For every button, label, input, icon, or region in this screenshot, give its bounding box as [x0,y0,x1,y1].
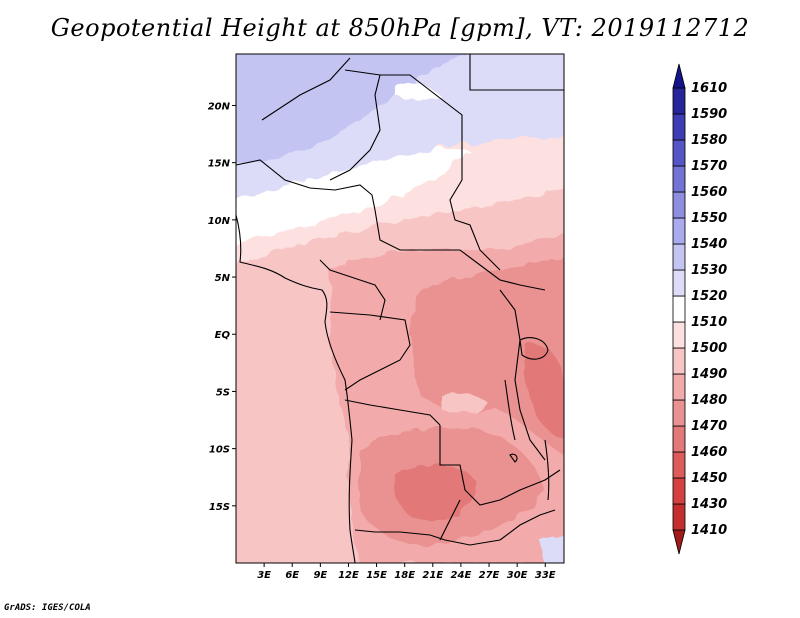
lon-tick-label: 12E [338,570,359,581]
field-1510-patch-a [395,83,440,101]
border-angola-zambia [439,425,561,506]
lake-mweru [509,453,518,463]
colorbar-bin [672,295,686,323]
field-1520-se-corner [540,536,564,563]
colorbar-label: 1430 [691,497,727,512]
lon-tick-label: 15E [366,570,387,581]
lat-tick-label: 15S [209,502,230,513]
border-south-east [499,509,556,541]
colorbar-label: 1480 [691,393,727,408]
field-1470-rift [525,344,564,440]
lon-tick-label: 33E [535,570,556,581]
colorbar-label: 1530 [691,263,727,278]
border-congo [329,311,411,391]
field-1530-north [236,54,463,165]
colorbar-bin [672,63,686,89]
colorbar-bin [672,243,686,271]
colorbar-bin [672,399,686,427]
colorbar-label: 1500 [691,341,727,356]
colorbar-label: 1580 [691,133,727,148]
lat-tick-label: 5S [216,387,230,398]
colorbar-bin [672,191,686,219]
colorbar-label: 1450 [691,471,727,486]
lon-tick-label: 9E [313,570,327,581]
map-frame [235,53,565,564]
colorbar-bin [672,451,686,479]
border-north-2 [344,69,463,180]
colorbar-label: 1490 [691,367,727,382]
lake-victoria [519,337,549,360]
height-field [236,54,564,563]
lon-axis: 3E 6E 9E 12E 15E 18E 21E 24E 27E 30E 33E [257,563,556,581]
colorbar-label: 1560 [691,185,727,200]
border-car [374,209,546,291]
colorbar-bin [672,269,686,297]
colorbar-bin [672,165,686,193]
colorbar-bin [672,217,686,245]
colorbar-label: 1550 [691,211,727,226]
colorbar-bin [672,87,686,115]
colorbar-bin [672,425,686,453]
lon-tick-label: 6E [285,570,299,581]
lake-tanganyika [504,379,516,441]
colorbar-label: 1460 [691,445,727,460]
border-zambia-zim [439,499,461,541]
border-sahel [236,159,376,211]
colorbar-label: 1540 [691,237,727,252]
colorbar-label: 1590 [691,107,727,122]
field-1470-core [394,464,476,522]
border-north-3 [329,74,381,181]
colorbar-label: 1570 [691,159,727,174]
colorbar-bin [672,139,686,167]
border-north-4 [469,54,564,91]
colorbar-bin [672,347,686,375]
grads-credit: GrADS: IGES/COLA [4,603,91,613]
colorbar: 1410 1430 1450 1460 1470 1480 1490 1500 1510 1520… [672,63,727,555]
border-nigeria-cameroon [319,259,386,321]
lat-tick-label: 20N [208,101,231,112]
map-title: Geopotential Height at 850hPa [gpm], VT:… [50,14,750,42]
lat-tick-label: 15N [208,159,231,170]
lat-axis: 20N 15N 10N 5N EQ 5S 10S 15S [208,101,236,513]
field-1500-patch-b [440,393,490,413]
lon-tick-label: 27E [479,570,500,581]
lon-tick-label: 30E [507,570,528,581]
colorbar-bin [672,113,686,141]
colorbar-bin [672,503,686,531]
coastline-west-africa [236,214,356,563]
lon-tick-label: 3E [257,570,271,581]
colorbar-label: 1470 [691,419,727,434]
border-angola-namibia [354,529,501,546]
colorbar-bin [672,321,686,349]
lon-tick-label: 21E [422,570,443,581]
coastlines-borders [236,54,564,563]
colorbar-bin [672,477,686,505]
colorbar-label: 1410 [691,523,727,538]
lat-tick-label: 5N [215,273,231,284]
lon-tick-label: 24E [451,570,472,581]
colorbar-bin [672,529,686,555]
border-drc-east [499,289,546,461]
border-angola-north [344,399,441,426]
border-north-1 [261,57,351,121]
colorbar-label: 1510 [691,315,727,330]
lon-tick-label: 18E [394,570,415,581]
lat-tick-label: 10N [208,216,231,227]
colorbar-label: 1520 [691,289,727,304]
lat-tick-label: 10S [209,445,230,456]
lake-malawi [544,439,550,501]
lat-tick-label: EQ [215,330,231,341]
colorbar-label: 1610 [691,81,727,96]
colorbar-bin [672,373,686,401]
border-chad-sudan [449,179,501,271]
